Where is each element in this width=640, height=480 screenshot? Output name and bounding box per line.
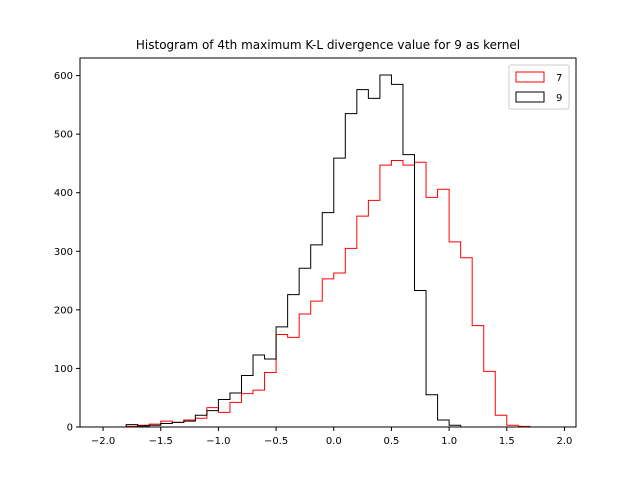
y-tick-label: 400 (54, 188, 73, 199)
y-tick-label: 600 (54, 71, 73, 82)
x-tick-label: 0.5 (383, 436, 399, 447)
legend: 79 (508, 64, 570, 110)
y-tick-label: 0 (67, 423, 73, 434)
x-tick-label: −1.0 (206, 436, 230, 447)
x-tick-label: 1.0 (441, 436, 457, 447)
chart-title: Histogram of 4th maximum K-L divergence … (136, 38, 520, 52)
plot-area (103, 74, 553, 428)
legend-swatch-9 (515, 91, 545, 103)
x-tick-label: 0.0 (326, 436, 342, 447)
y-tick-label: 300 (54, 247, 73, 258)
legend-label-9: 9 (556, 93, 562, 104)
legend-swatch-7 (515, 71, 545, 83)
x-tick-label: −1.5 (149, 436, 173, 447)
histogram-series-9 (103, 74, 553, 428)
y-tick-label: 200 (54, 305, 73, 316)
y-tick-label: 500 (54, 130, 73, 141)
x-tick-label: −0.5 (264, 436, 288, 447)
y-tick-label: 100 (54, 364, 73, 375)
legend-label-7: 7 (556, 73, 562, 84)
axes-frame (79, 57, 577, 428)
x-tick-label: −2.0 (91, 436, 115, 447)
x-tick-label: 1.5 (499, 436, 515, 447)
legend-box (508, 64, 570, 110)
axes: −2.0 −1.5 −1.0 −0.5 0.0 0.5 1.0 1.5 2.0 0 100 200 30… (54, 57, 577, 447)
x-tick-label: 2.0 (557, 436, 573, 447)
